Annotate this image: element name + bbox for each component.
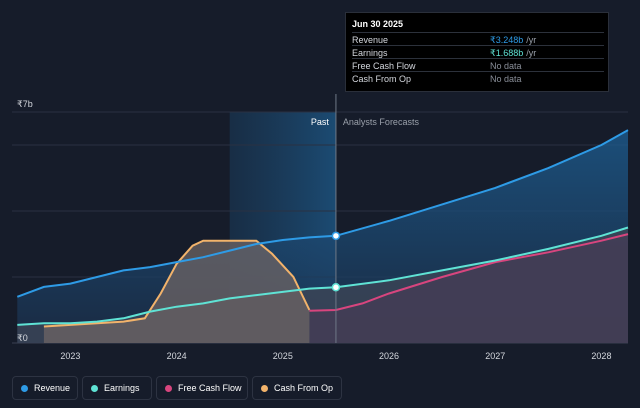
tooltip-value: No data [490,61,522,71]
tooltip-unit: /yr [526,35,537,45]
free-cash-flow-dot-icon [165,385,172,392]
x-tick-label: 2026 [379,351,399,361]
legend-label: Free Cash Flow [178,383,242,393]
tooltip-label: Revenue [352,35,389,45]
earnings-dot-icon [91,385,98,392]
tooltip-unit: /yr [526,48,537,58]
tooltip-value-text: No data [490,74,522,84]
cash-from-op-line [43,239,311,328]
free-cash-flow-line [309,233,629,312]
cash-from-op-dot-icon [261,385,268,392]
legend-item-revenue[interactable]: Revenue [12,376,78,400]
past-label: Past [311,117,330,127]
earnings-highlight-point [331,283,341,292]
legend-item-free-cash-flow[interactable]: Free Cash Flow [156,376,248,400]
tooltip-value-text: ₹3.248b [490,35,524,45]
x-tick-label: 2028 [591,351,611,361]
earnings-line [17,226,629,326]
x-tick-label: 2025 [273,351,293,361]
legend-label: Revenue [34,383,71,393]
revenue-line [16,129,629,298]
tooltip-date: Jun 30 2025 [352,19,404,29]
tooltip-row-earnings: Earnings ₹1.688b/yr [352,45,604,59]
forecast-label: Analysts Forecasts [343,117,420,127]
tooltip-label: Cash From Op [352,74,412,84]
tooltip-value-text: ₹1.688b [490,48,524,58]
revenue-dot-icon [21,385,28,392]
tooltip-value: ₹1.688b/yr [490,48,536,59]
tooltip-value-text: No data [490,61,522,71]
tooltip-label: Free Cash Flow [352,61,416,71]
y-tick-label: ₹7b [17,99,33,109]
legend-label: Cash From Op [274,383,334,393]
x-tick-label: 2023 [60,351,80,361]
free-cash-flow-area [309,234,628,343]
tooltip-value: ₹3.248b/yr [490,35,536,46]
cash-from-op-area [43,240,310,343]
y-tick-label: ₹0 [17,333,28,343]
revenue-highlight-point [331,231,341,241]
x-tick-label: 2024 [167,351,187,361]
tooltip-row-cash-from-op: Cash From Op No data [352,71,604,85]
x-tick-label: 2027 [485,351,505,361]
legend-item-earnings[interactable]: Earnings [82,376,152,400]
tooltip-row-free-cash-flow: Free Cash Flow No data [352,58,604,72]
legend-label: Earnings [104,383,140,393]
tooltip-label: Earnings [352,48,388,58]
tooltip-value: No data [490,74,522,84]
tooltip: Jun 30 2025 Revenue ₹3.248b/yr Earnings … [345,12,609,92]
legend-item-cash-from-op[interactable]: Cash From Op [252,376,342,400]
tooltip-row-revenue: Revenue ₹3.248b/yr [352,32,604,46]
